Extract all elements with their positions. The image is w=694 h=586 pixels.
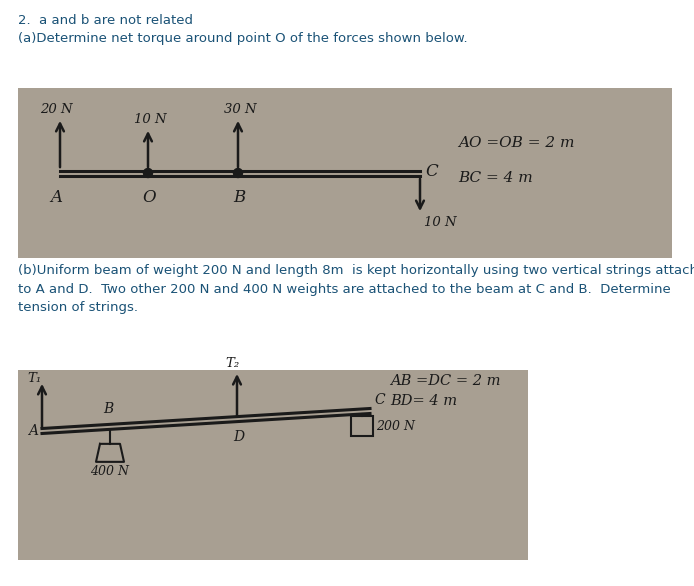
Text: 200 N: 200 N (376, 420, 415, 432)
Bar (18, 88, 672, 258)
Text: C: C (374, 393, 384, 407)
Text: A: A (28, 424, 38, 438)
Text: D: D (233, 430, 244, 444)
Text: 2.  a and b are not related: 2. a and b are not related (18, 14, 193, 27)
Text: AB =DC = 2 m: AB =DC = 2 m (390, 374, 500, 388)
Text: (b)Uniform beam of weight 200 N and length 8m  is kept horizontally using two ve: (b)Uniform beam of weight 200 N and leng… (18, 264, 694, 314)
Bar (351, 416, 373, 436)
Text: 400 N: 400 N (90, 465, 130, 478)
Text: T₂: T₂ (226, 357, 240, 370)
Text: 20 N: 20 N (40, 103, 72, 116)
Text: B: B (103, 402, 113, 416)
Text: 30 N: 30 N (223, 103, 256, 116)
Text: BC = 4 m: BC = 4 m (458, 171, 533, 185)
Text: B: B (233, 189, 245, 206)
Text: 10 N: 10 N (134, 113, 167, 126)
Text: O: O (142, 189, 156, 206)
Circle shape (144, 169, 153, 178)
Text: (a)Determine net torque around point O of the forces shown below.: (a)Determine net torque around point O o… (18, 32, 468, 45)
Text: 10 N: 10 N (424, 216, 457, 229)
Text: C: C (425, 162, 438, 179)
Bar (18, 370, 528, 560)
Text: A: A (50, 189, 62, 206)
Text: AO =OB = 2 m: AO =OB = 2 m (458, 136, 575, 150)
Text: BD= 4 m: BD= 4 m (390, 394, 457, 408)
Text: T₁: T₁ (28, 372, 42, 385)
Circle shape (233, 169, 242, 178)
